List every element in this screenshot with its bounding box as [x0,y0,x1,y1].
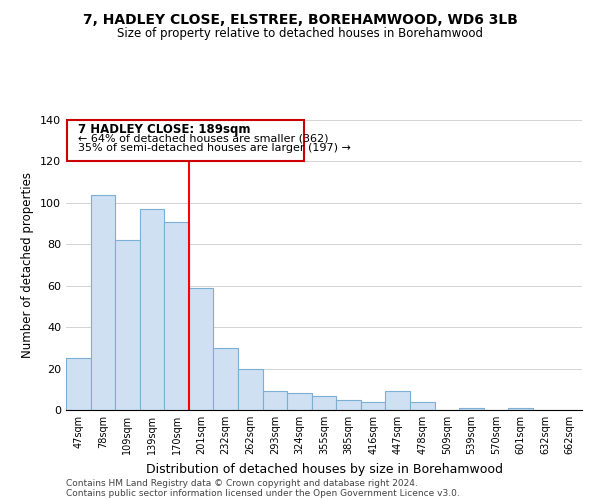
Bar [336,400,361,410]
Bar [115,240,140,410]
Text: Contains public sector information licensed under the Open Government Licence v3: Contains public sector information licen… [66,488,460,498]
Text: 7 HADLEY CLOSE: 189sqm: 7 HADLEY CLOSE: 189sqm [78,123,251,136]
Bar [385,392,410,410]
Bar [66,358,91,410]
Bar [508,408,533,410]
Bar [164,222,189,410]
Bar [361,402,385,410]
Bar [67,120,304,162]
Bar [238,368,263,410]
Text: 7, HADLEY CLOSE, ELSTREE, BOREHAMWOOD, WD6 3LB: 7, HADLEY CLOSE, ELSTREE, BOREHAMWOOD, W… [83,12,517,26]
Text: Contains HM Land Registry data © Crown copyright and database right 2024.: Contains HM Land Registry data © Crown c… [66,478,418,488]
Bar [287,394,312,410]
Y-axis label: Number of detached properties: Number of detached properties [22,172,34,358]
Bar [459,408,484,410]
Bar [140,209,164,410]
Text: ← 64% of detached houses are smaller (362): ← 64% of detached houses are smaller (36… [78,134,329,143]
Bar [263,392,287,410]
Bar [312,396,336,410]
Bar [410,402,434,410]
Bar [214,348,238,410]
Text: 35% of semi-detached houses are larger (197) →: 35% of semi-detached houses are larger (… [78,143,351,153]
Text: Size of property relative to detached houses in Borehamwood: Size of property relative to detached ho… [117,28,483,40]
X-axis label: Distribution of detached houses by size in Borehamwood: Distribution of detached houses by size … [146,462,503,475]
Bar [91,194,115,410]
Bar [189,288,214,410]
